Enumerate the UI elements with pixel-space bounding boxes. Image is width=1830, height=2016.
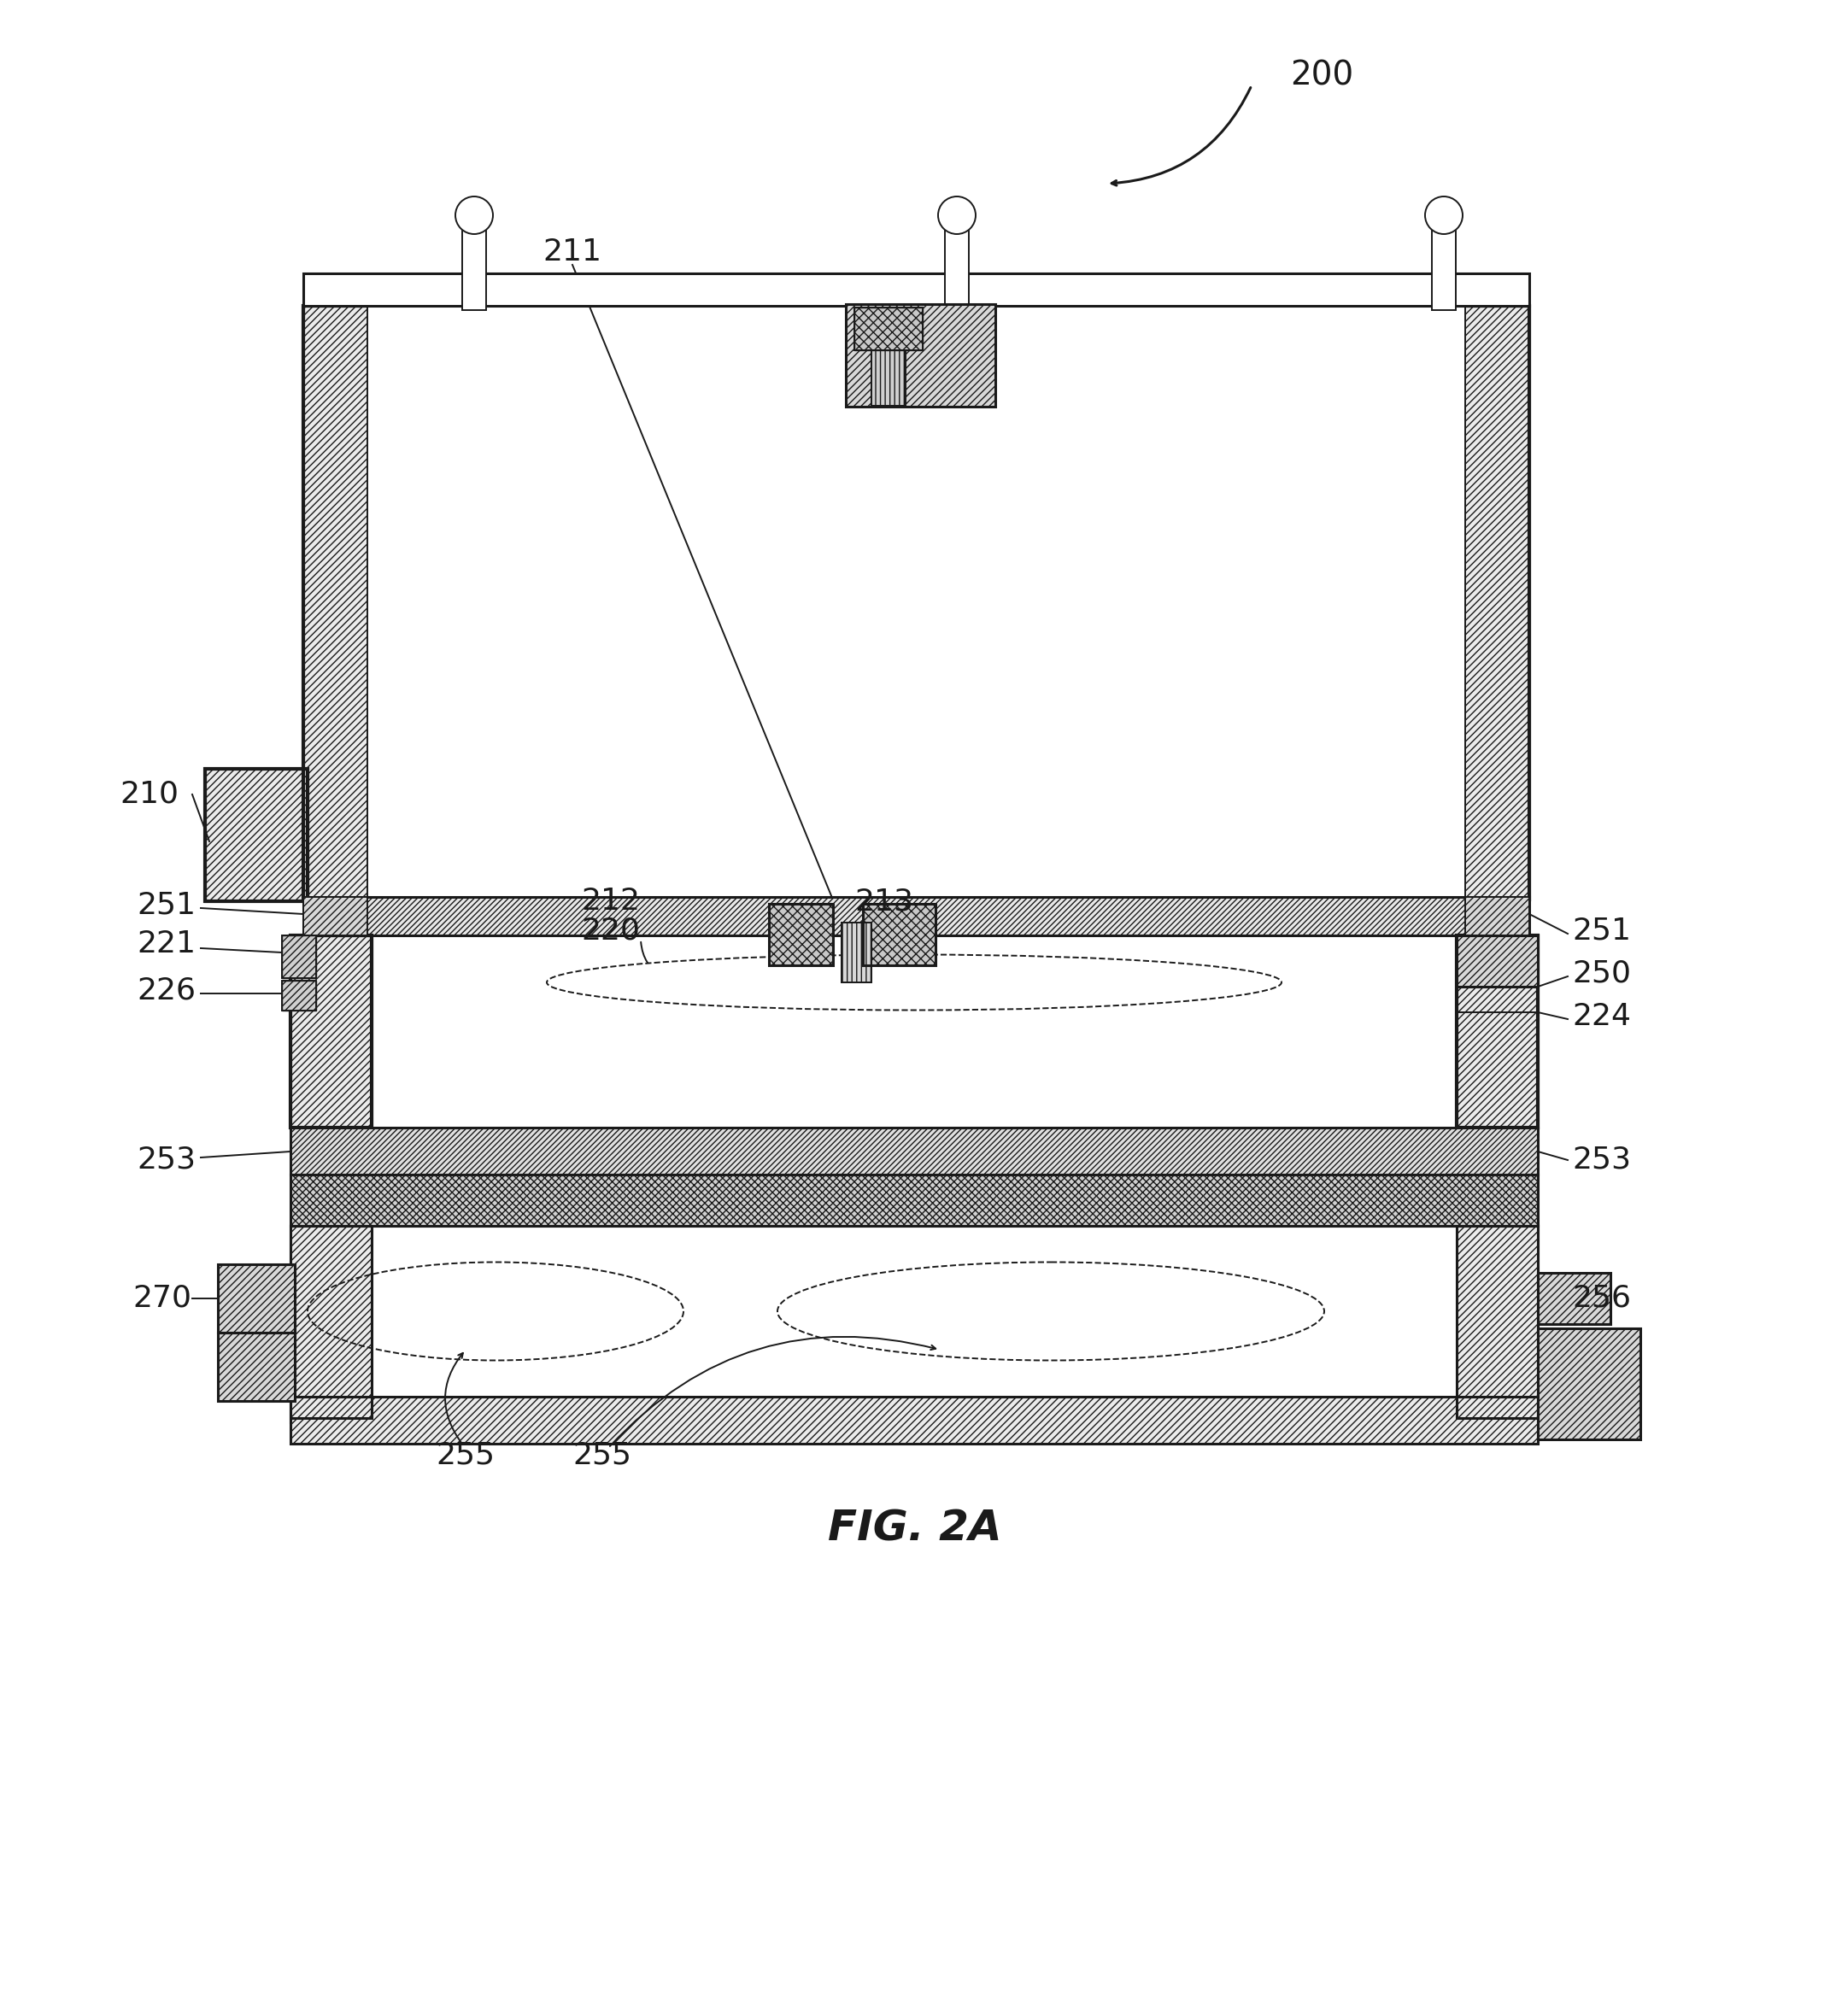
Bar (218, 1333, 295, 1401)
Bar (1457, 935, 1537, 1127)
Bar (463, 212, 487, 310)
Text: 256: 256 (1572, 1284, 1631, 1312)
Bar (845, 304, 996, 407)
Text: 253: 253 (1572, 1145, 1631, 1175)
Bar (205, 768, 307, 901)
Bar (1431, 212, 1457, 310)
Bar (1537, 1272, 1610, 1325)
Circle shape (939, 196, 975, 234)
Text: 250: 250 (1572, 960, 1631, 988)
Bar (218, 1333, 295, 1401)
Bar (1457, 1226, 1537, 1417)
Bar (1466, 897, 1530, 935)
Bar (871, 351, 906, 405)
Bar (282, 935, 317, 978)
Text: 220: 220 (580, 917, 640, 946)
Text: 212: 212 (580, 887, 640, 915)
Bar (291, 1127, 1537, 1175)
Bar (845, 304, 996, 407)
Bar (1457, 1226, 1537, 1417)
Ellipse shape (547, 956, 1281, 1010)
Text: 210: 210 (119, 780, 179, 808)
Bar (944, 212, 968, 310)
Bar (1537, 1329, 1640, 1439)
Bar (218, 1264, 295, 1333)
Bar (304, 897, 1530, 935)
Text: 251: 251 (137, 891, 196, 919)
Bar (368, 306, 1466, 899)
Bar (291, 1397, 1537, 1443)
Circle shape (456, 196, 492, 234)
Bar (291, 1397, 1537, 1443)
Bar (304, 306, 1530, 899)
Text: 200: 200 (1290, 58, 1354, 91)
Bar (291, 1175, 1537, 1226)
Bar (769, 903, 833, 966)
Bar (842, 923, 871, 982)
Text: 255: 255 (573, 1439, 631, 1470)
Bar (1457, 935, 1537, 986)
Bar (291, 1226, 1537, 1423)
Text: 213: 213 (855, 887, 913, 915)
Text: 251: 251 (1572, 917, 1631, 946)
Text: 270: 270 (132, 1284, 192, 1312)
Bar (218, 1264, 295, 1333)
Bar (282, 935, 317, 978)
Bar (291, 1226, 371, 1417)
Bar (291, 1127, 1537, 1175)
Text: FIG. 2A: FIG. 2A (827, 1508, 1003, 1550)
Bar (291, 1226, 371, 1417)
Bar (842, 923, 871, 982)
Bar (855, 308, 922, 351)
Bar (291, 935, 371, 1127)
Text: 221: 221 (137, 929, 196, 958)
Bar (291, 935, 371, 1127)
Bar (371, 935, 1457, 1127)
Bar (291, 1175, 1537, 1226)
Bar (769, 903, 833, 966)
Bar (282, 980, 317, 1010)
Bar (304, 897, 368, 935)
Bar (282, 980, 317, 1010)
Bar (304, 897, 1530, 935)
Bar (1537, 1272, 1610, 1325)
Text: 224: 224 (1572, 1002, 1631, 1030)
Bar (855, 308, 922, 351)
Text: 226: 226 (137, 976, 196, 1006)
Bar (304, 306, 1530, 899)
Bar (1537, 1329, 1640, 1439)
Bar (864, 903, 935, 966)
Bar (871, 351, 906, 405)
Text: 211: 211 (542, 238, 602, 266)
Bar (864, 903, 935, 966)
Text: 253: 253 (137, 1145, 196, 1175)
Circle shape (1426, 196, 1462, 234)
Text: 255: 255 (436, 1439, 494, 1470)
Bar (205, 768, 307, 901)
Bar (1457, 935, 1537, 986)
Bar (304, 274, 1530, 306)
Bar (1457, 935, 1537, 1127)
